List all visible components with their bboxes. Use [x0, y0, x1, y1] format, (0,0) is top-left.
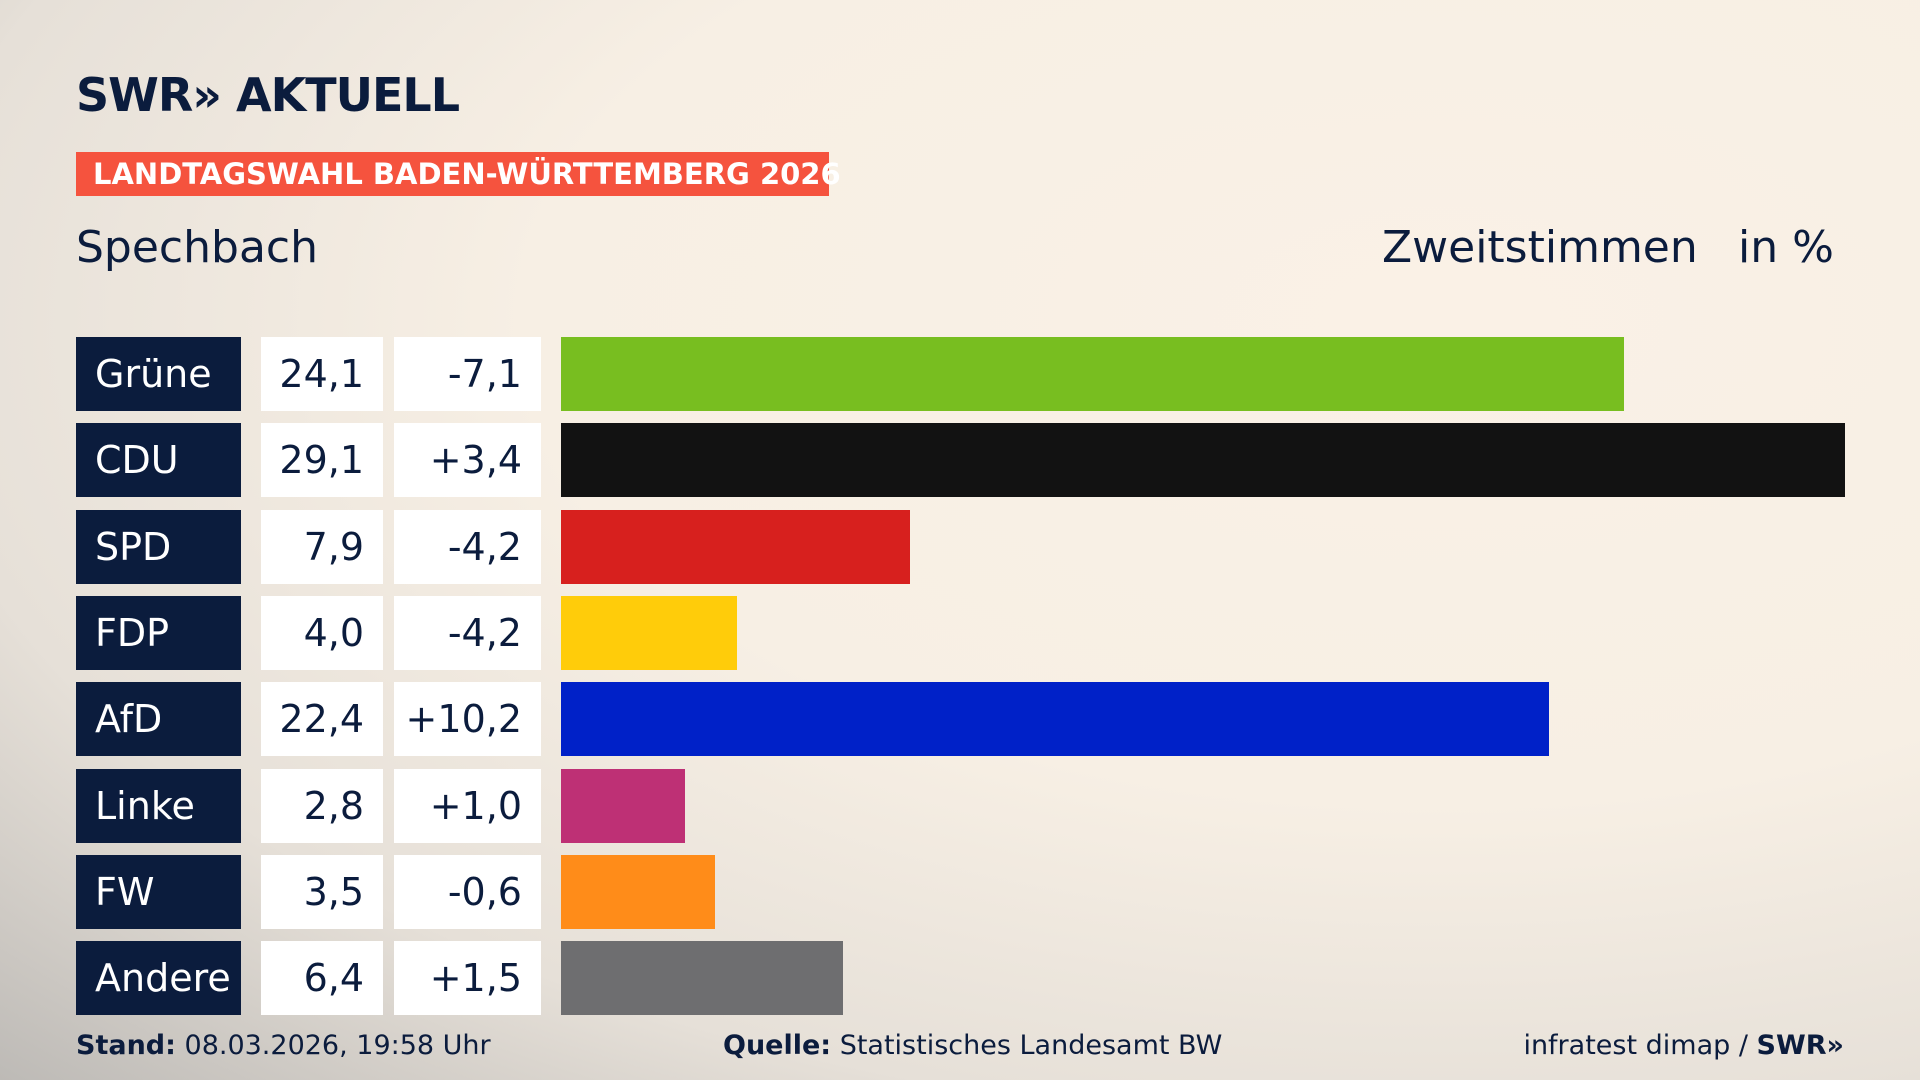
- footer-stand: Stand: 08.03.2026, 19:58 Uhr: [76, 1030, 491, 1061]
- change-label: -0,6: [394, 854, 541, 929]
- category-label: SPD: [76, 509, 241, 584]
- change-label: -7,1: [394, 337, 541, 411]
- value-label: 24,1: [261, 337, 383, 411]
- value-label: 7,9: [261, 509, 383, 584]
- source: Statistisches Landesamt BW: [839, 1030, 1223, 1061]
- category-label: Linke: [76, 768, 241, 843]
- bar: [561, 682, 1550, 757]
- value-label: 2,8: [261, 768, 383, 843]
- unit-label: in %: [1738, 222, 1834, 273]
- logo: SWR» AKTUELL: [76, 68, 460, 122]
- bar: [561, 337, 1625, 411]
- change-label: +1,0: [394, 768, 541, 843]
- category-label: CDU: [76, 423, 241, 498]
- change-label: +1,5: [394, 941, 541, 1016]
- chart-title: Spechbach: [76, 222, 318, 273]
- credit: infratest dimap /: [1523, 1030, 1757, 1061]
- stand-label: Stand:: [76, 1030, 176, 1061]
- bar: [561, 768, 685, 843]
- banner: LANDTAGSWAHL BADEN-WÜRTTEMBERG 2026: [76, 152, 841, 196]
- credit-logo: SWR»: [1756, 1030, 1844, 1061]
- value-label: 3,5: [261, 854, 383, 929]
- value-label: 29,1: [261, 423, 383, 498]
- value-label: 22,4: [261, 682, 383, 757]
- stand: 08.03.2026, 19:58 Uhr: [184, 1030, 491, 1061]
- change-label: +10,2: [394, 682, 541, 757]
- value-label: 4,0: [261, 595, 383, 670]
- bar: [561, 854, 716, 929]
- category-label: Andere: [76, 941, 241, 1016]
- change-label: -4,2: [394, 509, 541, 584]
- source-label: Quelle:: [723, 1030, 832, 1061]
- bar: [561, 595, 738, 670]
- measure-label: Zweitstimmen: [1382, 222, 1698, 273]
- category-label: Grüne: [76, 337, 241, 411]
- change-label: +3,4: [394, 423, 541, 498]
- footer-source: Quelle: Statistisches Landesamt BW: [723, 1030, 1222, 1061]
- category-label: FW: [76, 854, 241, 929]
- bar: [561, 941, 844, 1016]
- footer-credit: infratest dimap / SWR»: [1523, 1030, 1844, 1061]
- change-label: -4,2: [394, 595, 541, 670]
- category-label: AfD: [76, 682, 241, 757]
- category-label: FDP: [76, 595, 241, 670]
- bar: [561, 509, 910, 584]
- bar: [561, 423, 1845, 498]
- value-label: 6,4: [261, 941, 383, 1016]
